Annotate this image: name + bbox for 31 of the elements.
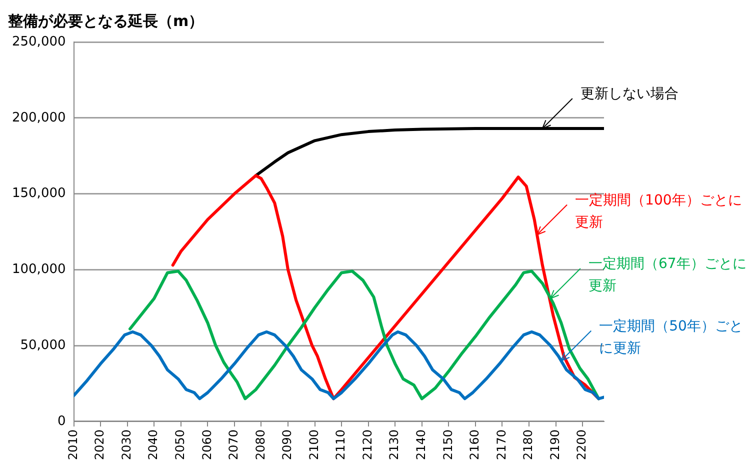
annotation: 一定期間（50年）ごとに更新 bbox=[599, 318, 743, 356]
y-tick-label: 0 bbox=[57, 414, 66, 429]
x-tick-label: 2130 bbox=[387, 429, 402, 460]
x-tick-label: 2010 bbox=[66, 429, 80, 460]
x-tick-label: 2150 bbox=[440, 429, 455, 460]
x-tick-label: 2040 bbox=[146, 429, 160, 460]
y-axis-title: 整備が必要となる延長（m） bbox=[7, 12, 204, 30]
x-tick-label: 2090 bbox=[280, 429, 294, 460]
annotation: 一定期間（67年）ごとに更新 bbox=[588, 256, 746, 294]
x-tick-label: 2190 bbox=[548, 429, 562, 460]
annotation: 更新しない場合 bbox=[580, 86, 678, 102]
x-tick-label: 2110 bbox=[334, 429, 348, 460]
x-tick-label: 2060 bbox=[200, 429, 214, 460]
x-tick-label: 2080 bbox=[253, 429, 268, 460]
x-tick-label: 2140 bbox=[414, 429, 428, 460]
x-tick-label: 2030 bbox=[119, 429, 134, 460]
x-tick-label: 2020 bbox=[92, 429, 107, 460]
x-tick-label: 2120 bbox=[360, 429, 374, 460]
x-tick-label: 2070 bbox=[226, 429, 241, 460]
y-tick-label: 50,000 bbox=[20, 338, 66, 353]
y-tick-label: 250,000 bbox=[12, 34, 66, 50]
annotation: 一定期間（100年）ごとに更新 bbox=[575, 192, 742, 230]
x-tick-label: 2170 bbox=[494, 429, 508, 460]
x-tick-label: 2160 bbox=[468, 429, 482, 460]
y-tick-label: 100,000 bbox=[12, 262, 66, 278]
x-tick-label: 2100 bbox=[306, 429, 321, 460]
x-tick-label: 2180 bbox=[521, 429, 536, 460]
x-tick-label: 2200 bbox=[574, 429, 589, 460]
y-tick-label: 150,000 bbox=[12, 186, 66, 202]
y-tick-label: 200,000 bbox=[12, 110, 66, 126]
x-tick-label: 2050 bbox=[173, 429, 188, 460]
